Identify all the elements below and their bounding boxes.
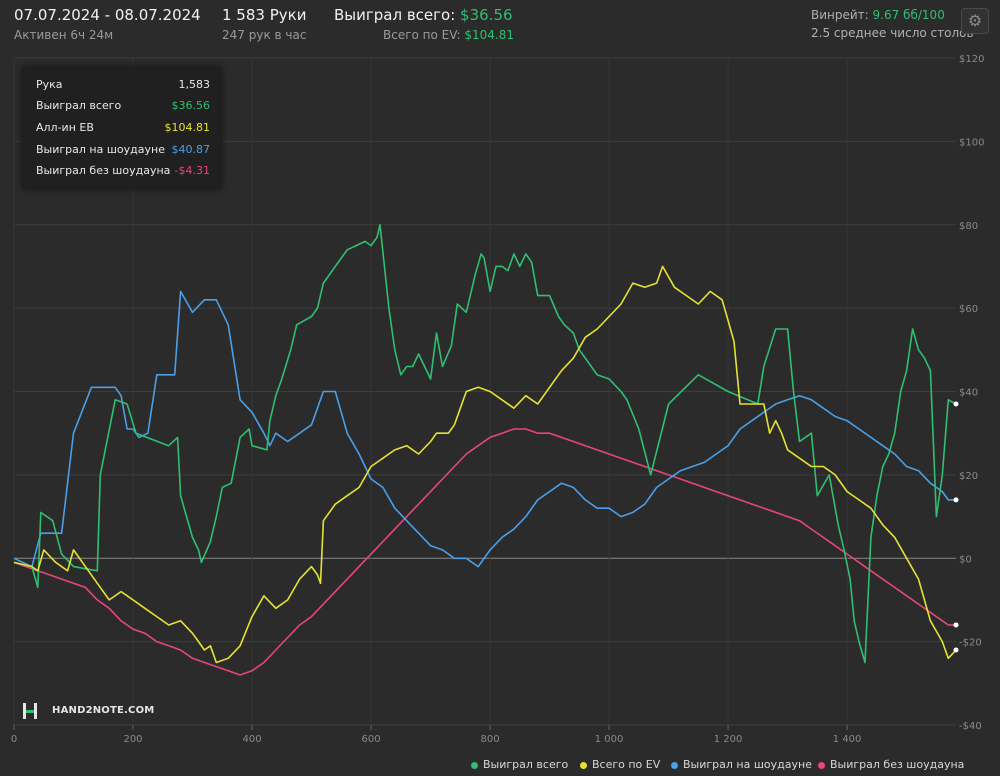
- tooltip-value: $40.87: [171, 143, 211, 156]
- date-range: 07.07.2024 - 08.07.2024: [14, 6, 201, 24]
- logo-text: HAND2NOTE.COM: [52, 705, 155, 716]
- x-tick-label: 200: [123, 734, 142, 745]
- tooltip-value: 1,583: [178, 78, 211, 91]
- ev-total-value: $104.81: [464, 28, 514, 42]
- legend-item-won-total[interactable]: Выиграл всего: [471, 758, 568, 771]
- series-end-marker-non-showdown: [953, 622, 959, 628]
- y-tick-label: -$20: [959, 638, 982, 649]
- tooltip-label: Выиграл без шоудауна: [36, 164, 171, 177]
- active-time: Активен 6ч 24м: [14, 28, 114, 42]
- x-tick-label: 800: [481, 734, 500, 745]
- x-tick-label: 1 200: [714, 734, 743, 745]
- hands-count: 1 583 Руки: [222, 6, 307, 24]
- legend-marker: [818, 761, 825, 769]
- tooltip-row-allin-ev: Алл-ин EB $104.81: [36, 121, 210, 137]
- y-tick-label: $20: [959, 471, 978, 482]
- chart-legend: Выиграл всего Всего по EV Выиграл на шоу…: [0, 758, 1000, 776]
- ev-total: Всего по EV: $104.81: [383, 28, 514, 42]
- x-tick-label: 1 000: [595, 734, 624, 745]
- tooltip-label: Выиграл всего: [36, 99, 122, 112]
- tooltip-value: $36.56: [171, 99, 211, 112]
- series-line-won-total: [13, 224, 957, 664]
- legend-marker: [580, 761, 587, 769]
- legend-label: Выиграл без шоудауна: [830, 758, 965, 771]
- x-tick-label: 1 400: [833, 734, 862, 745]
- tooltip-label: Алл-ин EB: [36, 121, 94, 134]
- tooltip-row-hand: Рука 1,583: [36, 78, 210, 94]
- h2n-logo-icon: [23, 703, 37, 719]
- x-tick-label: 0: [11, 734, 17, 745]
- x-tick-label: 400: [242, 734, 261, 745]
- y-tick-label: $80: [959, 221, 978, 232]
- legend-marker: [671, 761, 678, 769]
- legend-item-ev[interactable]: Всего по EV: [580, 758, 660, 771]
- y-tick-label: $120: [959, 54, 984, 65]
- gear-icon[interactable]: ⚙: [961, 8, 989, 34]
- y-tick-label: -$40: [959, 721, 982, 732]
- y-tick-label: $0: [959, 554, 972, 565]
- won-total-value: $36.56: [460, 6, 513, 24]
- y-tick-label: $100: [959, 137, 984, 148]
- legend-marker: [471, 761, 478, 769]
- series-line-ev: [13, 265, 957, 664]
- series-end-marker-won-total: [953, 401, 959, 407]
- legend-label: Выиграл на шоудауне: [683, 758, 812, 771]
- series-end-marker-ev: [953, 647, 959, 653]
- tooltip-row-non-showdown: Выиграл без шоудауна -$4.31: [36, 164, 210, 180]
- y-tick-label: $60: [959, 304, 978, 315]
- legend-label: Выиграл всего: [483, 758, 569, 771]
- y-tick-label: $40: [959, 388, 978, 399]
- winrate-label: Винрейт:: [811, 8, 869, 22]
- winrate-value: 9.67 бб/100: [872, 8, 945, 22]
- chart-axes: $120 $100 $80 $60 $40 $20 $0 -$20 -$40 0 200 400 600…: [11, 54, 985, 745]
- hover-tooltip: Рука 1,583 Выиграл всего $36.56 Алл-ин E…: [22, 66, 222, 190]
- series-end-marker-showdown: [953, 497, 959, 503]
- legend-label: Всего по EV: [592, 758, 661, 771]
- won-total-label: Выиграл всего:: [334, 6, 456, 24]
- tooltip-value: -$4.31: [174, 164, 210, 177]
- won-total: Выиграл всего: $36.56: [334, 6, 513, 24]
- legend-item-non-showdown[interactable]: Выиграл без шоудауна: [818, 758, 964, 771]
- avg-tables: 2.5 среднее число столов: [811, 26, 974, 40]
- tooltip-row-showdown: Выиграл на шоудауне $40.87: [36, 143, 210, 159]
- legend-item-showdown[interactable]: Выиграл на шоудауне: [671, 758, 812, 771]
- tooltip-label: Рука: [36, 78, 63, 91]
- tooltip-label: Выиграл на шоудауне: [36, 143, 165, 156]
- winrate: Винрейт: 9.67 бб/100: [811, 8, 945, 22]
- x-tick-label: 600: [361, 734, 380, 745]
- series-line-non-showdown: [13, 428, 956, 676]
- ev-total-label: Всего по EV:: [383, 28, 461, 42]
- series-line-showdown: [13, 290, 956, 568]
- tooltip-value: $104.81: [164, 121, 211, 134]
- summary-header: 07.07.2024 - 08.07.2024 Активен 6ч 24м 1…: [0, 0, 1000, 48]
- chart-series: [13, 224, 959, 676]
- tooltip-row-won-total: Выиграл всего $36.56: [36, 99, 210, 115]
- hands-per-hour: 247 рук в час: [222, 28, 307, 42]
